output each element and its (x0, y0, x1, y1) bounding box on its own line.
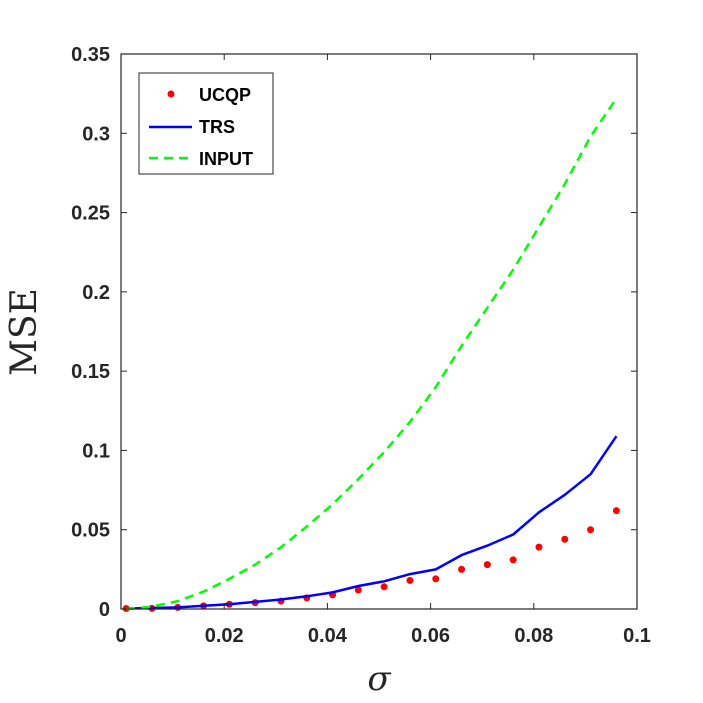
data-point-ucqp (406, 576, 414, 584)
data-point-ucqp (535, 543, 543, 551)
legend: UCQP TRS INPUT (138, 72, 274, 175)
y-tick-label: 0.25 (71, 203, 110, 225)
data-point-ucqp (561, 535, 569, 543)
x-tick-label: 0 (115, 625, 126, 647)
axes-box (120, 53, 638, 610)
data-point-ucqp (354, 586, 362, 594)
x-tick-label: 0.06 (411, 625, 450, 647)
series-layer (122, 97, 620, 613)
x-tick-label: 0.02 (205, 625, 244, 647)
y-tick-label: 0.1 (82, 440, 110, 462)
ticks-layer: 0 0.02 0.04 0.06 0.08 0.1 0 0.05 0.1 0.15 0.2 0.25 0… (71, 44, 651, 647)
legend-label-input: INPUT (199, 149, 253, 169)
x-tick-label: 0.08 (514, 625, 553, 647)
data-point-ucqp (458, 565, 466, 573)
data-point-ucqp (509, 556, 517, 564)
legend-marker-ucqp (167, 90, 175, 98)
x-axis-title: σ (367, 659, 391, 699)
data-point-ucqp (483, 561, 491, 569)
y-tick-label: 0.3 (82, 123, 110, 145)
x-tick-label: 0.1 (623, 625, 651, 647)
series-line-trs (126, 435, 618, 610)
y-tick-label: 0.2 (82, 282, 110, 304)
data-point-ucqp (587, 526, 595, 534)
y-tick-label: 0.15 (71, 361, 110, 383)
y-axis-title: MSE (4, 288, 45, 376)
y-tick-label: 0.35 (71, 44, 110, 66)
y-tick-label: 0 (99, 599, 110, 621)
data-point-ucqp (612, 507, 620, 515)
legend-label-ucqp: UCQP (199, 85, 251, 105)
legend-box (138, 72, 274, 175)
data-point-ucqp (432, 575, 440, 583)
series-line-input (126, 97, 618, 611)
data-point-ucqp (380, 583, 388, 591)
x-tick-label: 0.04 (308, 625, 348, 647)
legend-label-trs: TRS (199, 117, 235, 137)
y-tick-label: 0.05 (71, 520, 110, 542)
